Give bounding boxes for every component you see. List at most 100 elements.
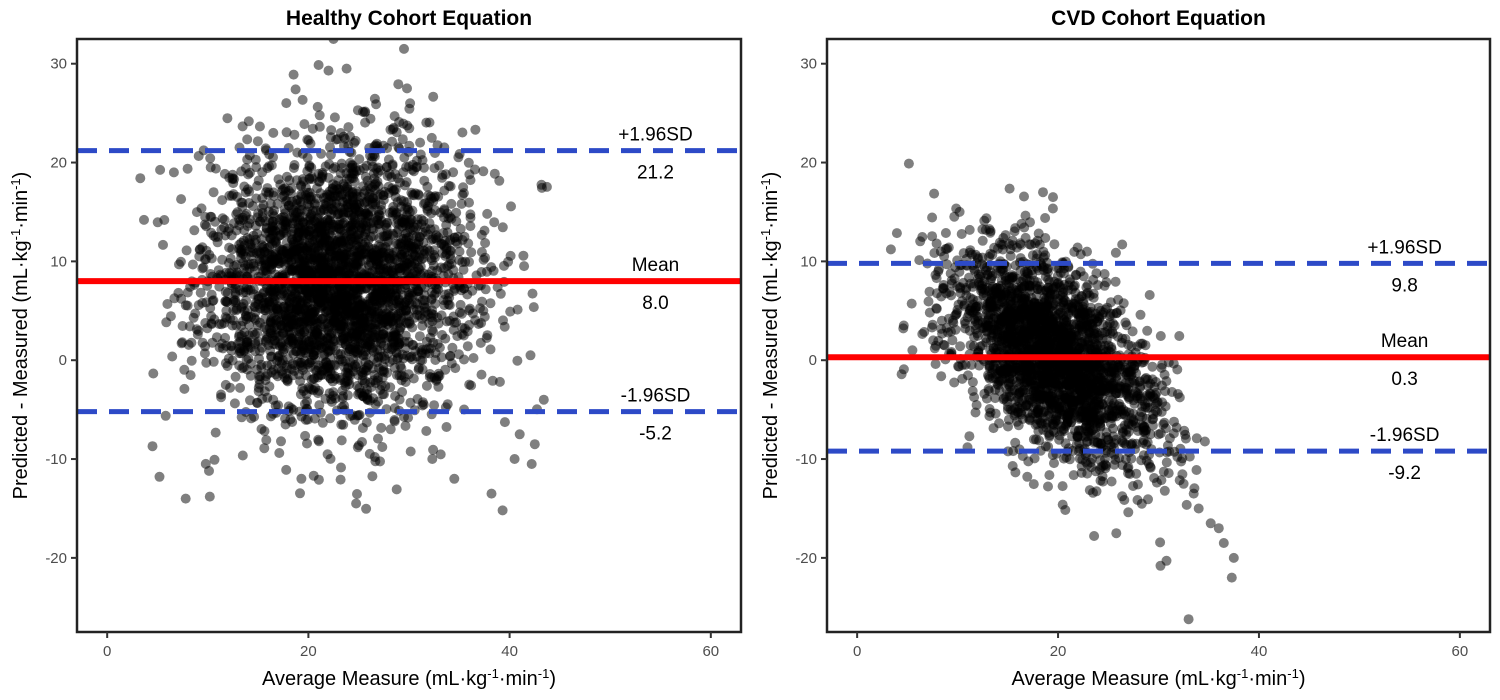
data-point: [239, 181, 250, 192]
data-point: [317, 417, 328, 428]
data-point: [505, 250, 516, 261]
data-point: [448, 167, 459, 178]
data-point: [229, 398, 240, 409]
data-point: [273, 258, 284, 269]
data-point: [257, 203, 267, 214]
data-point: [250, 154, 261, 165]
data-point: [445, 351, 455, 362]
data-point: [1003, 414, 1014, 425]
data-point: [266, 351, 277, 362]
data-point: [306, 384, 317, 395]
data-point: [400, 305, 411, 316]
y-tick-label: 20: [50, 155, 67, 172]
data-point: [971, 400, 982, 410]
data-point: [457, 322, 468, 333]
data-point: [353, 307, 364, 318]
data-point: [285, 315, 296, 326]
y-tick-label: 10: [50, 253, 67, 270]
data-point: [1155, 537, 1166, 548]
data-point: [352, 489, 362, 499]
data-point: [419, 299, 429, 310]
data-point: [1199, 436, 1210, 447]
y-tick-label: 0: [59, 352, 67, 369]
data-point: [480, 238, 491, 248]
data-point: [990, 408, 1001, 419]
data-point: [216, 392, 227, 403]
data-point: [400, 420, 411, 431]
data-point: [436, 310, 447, 321]
data-point: [330, 393, 341, 404]
data-point: [278, 347, 288, 357]
data-point: [249, 313, 260, 324]
data-point: [397, 252, 408, 262]
data-point: [268, 394, 279, 405]
data-point: [392, 348, 402, 359]
data-point: [401, 162, 412, 172]
scatter-points: [135, 39, 552, 516]
data-point: [330, 261, 341, 272]
data-point: [202, 323, 213, 334]
data-point: [283, 185, 294, 196]
data-point: [183, 339, 194, 350]
data-point: [184, 321, 195, 332]
data-point: [296, 473, 307, 484]
data-point: [291, 244, 302, 255]
data-point: [1127, 326, 1138, 337]
data-point: [906, 298, 917, 309]
data-point: [432, 140, 443, 151]
data-point: [518, 250, 529, 261]
data-point: [393, 79, 404, 90]
data-point: [499, 417, 510, 428]
data-point: [387, 228, 398, 239]
data-point: [316, 229, 327, 240]
data-point: [470, 124, 481, 135]
data-point: [255, 216, 266, 227]
data-point: [1117, 491, 1128, 502]
data-point: [374, 314, 385, 324]
data-point: [217, 254, 228, 265]
data-point: [341, 174, 352, 184]
data-point: [277, 337, 288, 348]
data-point: [1160, 401, 1171, 412]
data-point: [371, 288, 381, 299]
data-point: [326, 125, 337, 136]
data-point: [266, 359, 277, 370]
data-point: [481, 266, 492, 277]
data-point: [929, 188, 940, 199]
data-point: [378, 190, 389, 201]
data-point: [1068, 470, 1079, 481]
data-point: [446, 198, 457, 209]
data-point: [1117, 239, 1128, 250]
data-point: [281, 127, 292, 138]
data-point: [139, 214, 149, 225]
data-point: [259, 426, 270, 437]
data-point: [304, 266, 315, 277]
data-point: [295, 389, 306, 400]
data-point: [296, 191, 307, 202]
data-point: [487, 375, 498, 386]
data-point: [155, 164, 166, 175]
data-point: [527, 288, 538, 299]
data-point: [361, 503, 372, 514]
x-tick-label: 0: [103, 643, 111, 660]
data-point: [394, 394, 405, 405]
data-point: [244, 167, 255, 178]
chart-title: Healthy Cohort Equation: [286, 7, 532, 30]
data-point: [302, 359, 313, 370]
data-point: [391, 484, 402, 495]
data-point: [302, 438, 312, 449]
line-label: -1.96SD: [621, 386, 691, 407]
data-point: [421, 117, 432, 128]
data-point: [445, 181, 456, 192]
data-point: [384, 286, 395, 297]
data-point: [377, 442, 388, 452]
data-point: [1181, 499, 1192, 510]
data-point: [967, 386, 978, 396]
data-point: [245, 370, 256, 381]
data-point: [181, 245, 192, 256]
data-point: [430, 348, 441, 358]
data-point: [941, 259, 952, 270]
data-point: [221, 313, 232, 324]
data-point: [1057, 481, 1068, 492]
data-point: [385, 424, 396, 435]
